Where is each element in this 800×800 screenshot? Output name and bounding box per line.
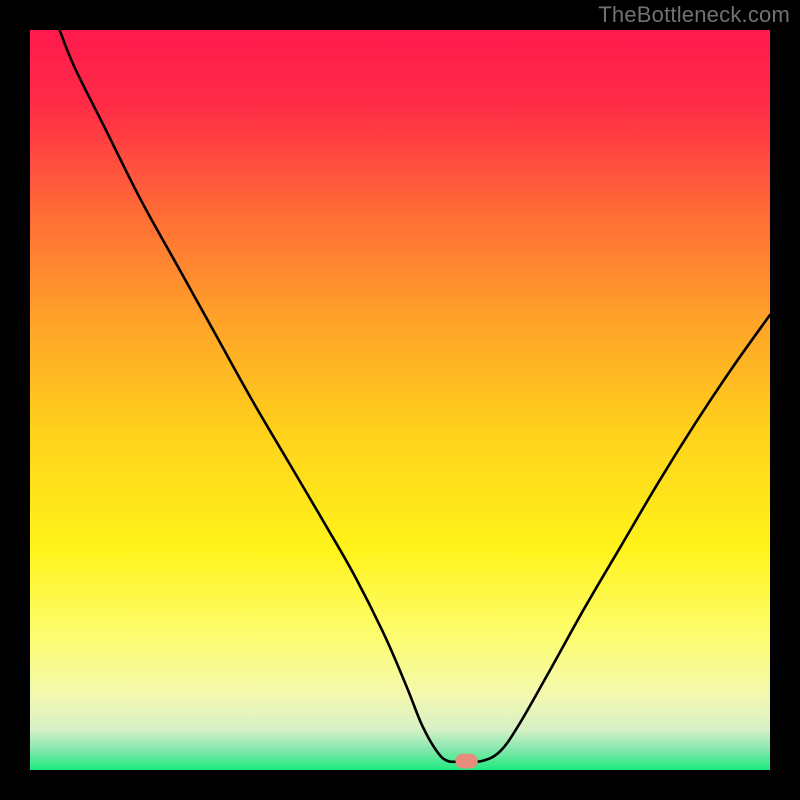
watermark-text: TheBottleneck.com — [598, 2, 790, 28]
optimal-marker — [456, 754, 478, 769]
bottleneck-chart — [0, 0, 800, 800]
chart-canvas: TheBottleneck.com — [0, 0, 800, 800]
plot-background — [30, 30, 770, 770]
